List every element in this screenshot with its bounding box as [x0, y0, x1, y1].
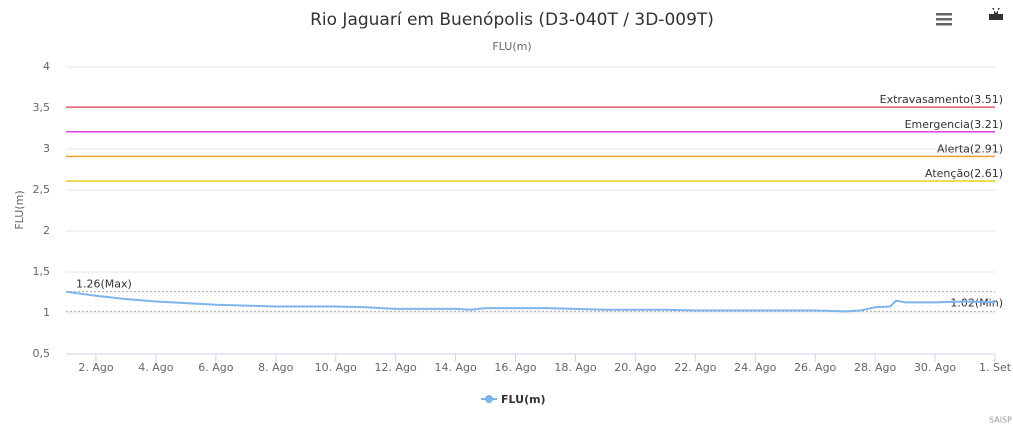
credit: SAISP — [989, 416, 1012, 425]
x-tick-label: 8. Ago — [258, 361, 293, 374]
x-tick-label: 4. Ago — [138, 361, 173, 374]
menu-bar — [936, 18, 952, 21]
x-tick-label: 26. Ago — [794, 361, 836, 374]
y-axis-title: FLU(m) — [13, 190, 26, 229]
threshold-label: Alerta(2.91) — [937, 142, 1003, 155]
x-tick-label: 28. Ago — [854, 361, 896, 374]
x-tick-label: 10. Ago — [315, 361, 357, 374]
y-tick-label: 2,5 — [33, 183, 51, 196]
menu-bar — [936, 13, 952, 16]
download-button[interactable] — [989, 8, 1003, 20]
threshold-label: Emergencia(3.21) — [905, 118, 1003, 131]
menu-button[interactable] — [936, 13, 952, 26]
y-tick-label: 4 — [43, 60, 50, 73]
x-tick-label: 30. Ago — [914, 361, 956, 374]
x-tick-label: 12. Ago — [375, 361, 417, 374]
threshold-label: Atenção(2.61) — [925, 167, 1003, 180]
y-tick-label: 3,5 — [33, 101, 51, 114]
y-tick-label: 3 — [43, 142, 50, 155]
chart-subtitle: FLU(m) — [492, 40, 531, 53]
threshold-label: Extravasamento(3.51) — [880, 93, 1003, 106]
legend-label: FLU(m) — [501, 393, 546, 406]
x-tick-label: 16. Ago — [494, 361, 536, 374]
extreme-label: 1.02(Min) — [950, 296, 1003, 309]
series-line — [65, 290, 996, 313]
x-tick-label: 1. Set — [979, 361, 1012, 374]
legend[interactable]: FLU(m) — [481, 393, 546, 406]
chart-title: Rio Jaguarí em Buenópolis (D3-040T / 3D-… — [310, 10, 714, 30]
x-tick-label: 22. Ago — [674, 361, 716, 374]
download-icon — [989, 8, 1003, 20]
x-tick-label: 24. Ago — [734, 361, 776, 374]
x-tick-label: 20. Ago — [614, 361, 656, 374]
y-tick-label: 1 — [43, 306, 50, 319]
y-tick-label: 2 — [43, 224, 50, 237]
legend-marker — [485, 395, 493, 403]
x-tick-label: 14. Ago — [434, 361, 476, 374]
extreme-label: 1.26(Max) — [76, 278, 132, 291]
y-tick-label: 0,5 — [33, 347, 51, 360]
x-tick-label: 6. Ago — [198, 361, 233, 374]
menu-bar — [936, 23, 952, 26]
x-tick-label: 18. Ago — [554, 361, 596, 374]
x-tick-label: 2. Ago — [78, 361, 113, 374]
y-tick-label: 1,5 — [33, 265, 51, 278]
